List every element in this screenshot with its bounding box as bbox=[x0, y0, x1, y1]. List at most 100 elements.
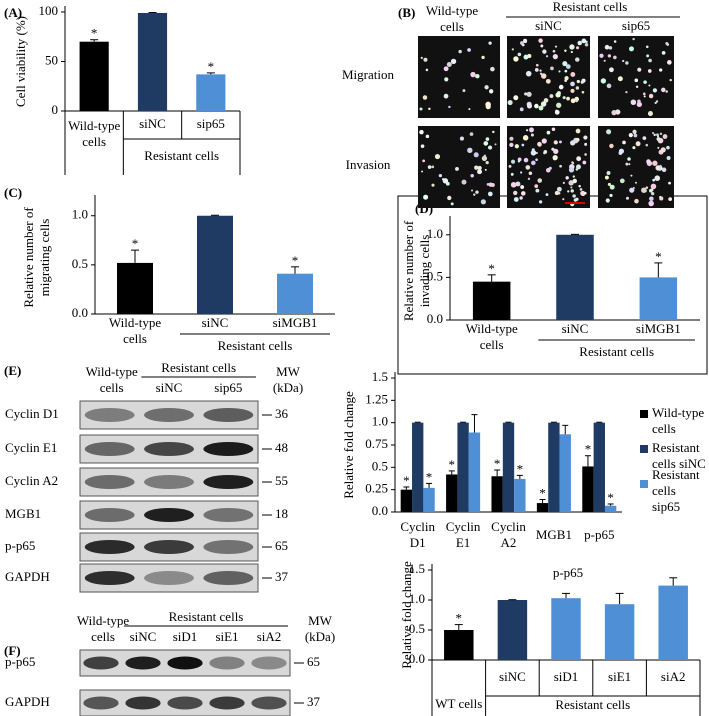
blot-band bbox=[84, 408, 135, 422]
cell-dot bbox=[475, 190, 479, 194]
blot-band bbox=[125, 696, 161, 710]
mw-value: 65 bbox=[275, 538, 288, 553]
x-tick-label: sip65 bbox=[197, 116, 225, 131]
cell-dot bbox=[632, 186, 635, 189]
bar bbox=[472, 281, 511, 320]
cell-dot bbox=[490, 66, 495, 72]
y-axis-title: Relative fold change bbox=[399, 561, 414, 669]
cell-dot bbox=[523, 54, 529, 60]
x-tick-label: p-p65 bbox=[584, 527, 614, 542]
x-tick-label: siE1 bbox=[608, 669, 631, 684]
cell-dot bbox=[443, 66, 449, 72]
cell-dot bbox=[568, 180, 574, 186]
cell-dot bbox=[634, 181, 637, 184]
cell-dot bbox=[651, 131, 655, 135]
cell-dot bbox=[641, 187, 647, 193]
cell-dot bbox=[565, 64, 571, 69]
legend-label: Resistant cells siNC bbox=[652, 440, 706, 471]
cell-dot bbox=[551, 127, 556, 132]
blot-band bbox=[84, 442, 135, 456]
significance-mark: * bbox=[517, 461, 524, 476]
blot-band bbox=[167, 656, 203, 670]
cell-dot bbox=[579, 188, 583, 191]
cell-dot bbox=[646, 54, 650, 58]
cell-dot bbox=[559, 164, 562, 168]
cell-dot bbox=[580, 190, 586, 196]
mw-value: 18 bbox=[275, 506, 288, 521]
cell-dot bbox=[521, 143, 525, 147]
cell-dot bbox=[519, 196, 523, 200]
y-tick-label: 0 bbox=[52, 102, 59, 117]
cell-dot bbox=[511, 48, 514, 51]
x-tick-label: siD1 bbox=[554, 669, 579, 684]
x-tick-label: siNC bbox=[202, 315, 229, 330]
cell-dot bbox=[581, 38, 587, 44]
cell-dot bbox=[543, 151, 546, 155]
blot-band bbox=[209, 696, 245, 710]
blot-band bbox=[84, 540, 135, 554]
y-axis-title-group: Relative number ofmigrating cells bbox=[21, 207, 52, 308]
y-tick-label: 0.0 bbox=[72, 305, 88, 320]
cell-dot bbox=[648, 58, 652, 63]
x-tick-label: siMGB1 bbox=[273, 315, 318, 330]
cell-dot bbox=[542, 49, 547, 54]
cell-dot bbox=[635, 85, 639, 89]
cell-dot bbox=[535, 158, 538, 162]
significance-mark: * bbox=[585, 442, 592, 457]
cell-dot bbox=[545, 55, 549, 58]
significance-mark: * bbox=[91, 26, 98, 41]
panel-label: (A) bbox=[4, 5, 22, 20]
x-tick-label: Wild-type cells bbox=[466, 321, 518, 352]
y-axis-title: Relative number ofinvading cells bbox=[401, 220, 432, 321]
cell-dot bbox=[526, 91, 532, 97]
cell-dot bbox=[613, 40, 617, 43]
cell-dot bbox=[420, 144, 425, 148]
significance-mark: * bbox=[208, 59, 215, 74]
y-tick-label: 50 bbox=[45, 52, 58, 67]
cell-dot bbox=[546, 130, 551, 135]
mw-header: MW (kDa) bbox=[273, 364, 303, 395]
row-label: GAPDH bbox=[5, 569, 50, 584]
cell-dot bbox=[515, 181, 521, 187]
cell-dot bbox=[513, 190, 518, 196]
x-tick-label: MGB1 bbox=[536, 527, 572, 542]
cell-dot bbox=[647, 69, 652, 73]
cell-dot bbox=[648, 93, 654, 99]
cell-dot bbox=[632, 37, 635, 41]
cell-dot bbox=[653, 133, 656, 137]
cell-dot bbox=[582, 160, 587, 165]
cell-dot bbox=[575, 86, 580, 90]
cell-dot bbox=[635, 141, 641, 147]
cell-dot bbox=[545, 193, 549, 197]
cell-dot bbox=[459, 136, 464, 141]
cell-dot bbox=[422, 95, 428, 100]
cell-dot bbox=[473, 152, 479, 158]
row-label: Cyclin E1 bbox=[5, 440, 57, 455]
cell-dot bbox=[606, 171, 611, 175]
blot-band bbox=[251, 656, 287, 670]
bar bbox=[497, 600, 528, 660]
cell-dot bbox=[530, 150, 537, 156]
cell-dot bbox=[633, 131, 637, 135]
y-axis-title-group: Relative fold change bbox=[399, 561, 414, 669]
cell-dot bbox=[431, 183, 435, 187]
bar bbox=[559, 434, 571, 512]
cell-dot bbox=[652, 160, 658, 166]
cell-dot bbox=[477, 169, 482, 175]
cell-dot bbox=[572, 175, 576, 178]
cell-dot bbox=[525, 165, 531, 170]
column-header: Wild-type cells bbox=[86, 364, 138, 395]
y-tick-label: 1.5 bbox=[372, 369, 388, 384]
cell-dot bbox=[659, 68, 663, 72]
cell-dot bbox=[494, 143, 497, 146]
cell-dot bbox=[483, 141, 489, 146]
cell-dot bbox=[455, 167, 459, 171]
blot-band bbox=[83, 656, 119, 670]
significance-mark: * bbox=[539, 485, 546, 500]
row-label: Cyclin A2 bbox=[5, 473, 58, 488]
cell-dot bbox=[558, 84, 564, 90]
column-header: Wild-type cells bbox=[426, 3, 478, 34]
cell-dot bbox=[527, 53, 532, 59]
group-label: Resistant cells bbox=[579, 344, 654, 359]
